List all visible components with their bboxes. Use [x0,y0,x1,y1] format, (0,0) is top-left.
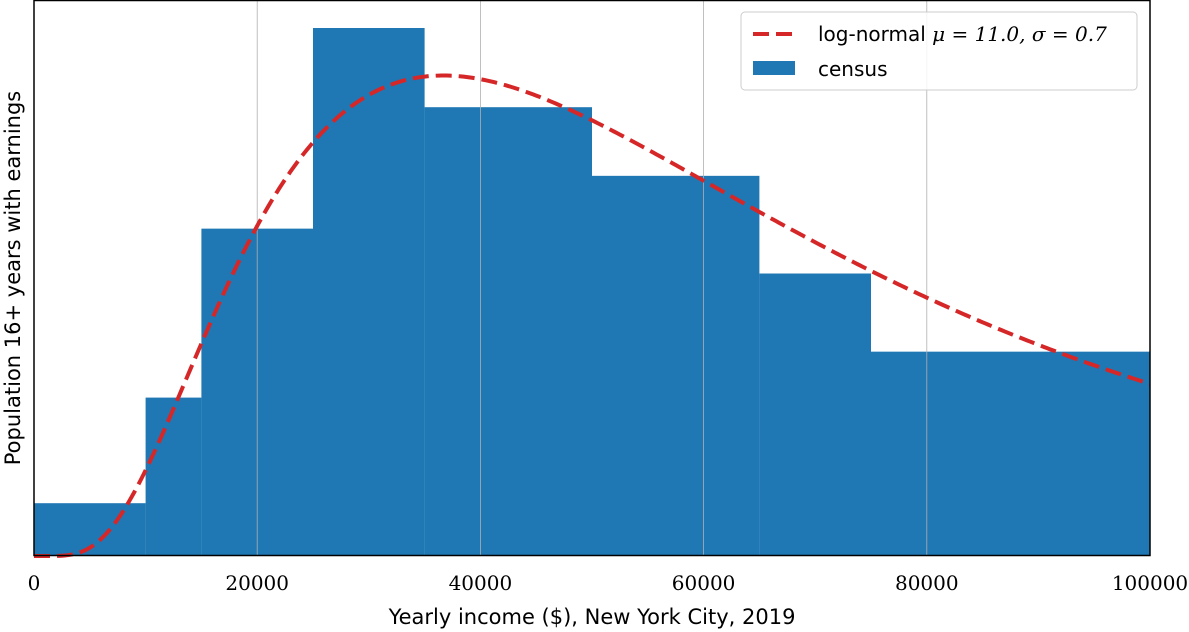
histogram-bar [145,397,202,556]
gridlines [256,0,928,556]
x-tick-label: 80000 [895,571,959,595]
histogram-bar [313,28,425,556]
y-axis-label: Population 16+ years with earnings [1,91,25,465]
histogram-bars [34,28,1150,556]
histogram-bar [592,175,760,556]
legend-bar-swatch [753,61,795,75]
histogram-bar [424,107,592,556]
x-axis-ticks: 0 20000 40000 60000 80000 100000 [28,571,1189,595]
x-tick-label: 60000 [672,571,736,595]
lognormal-curve [34,73,1151,558]
x-tick-label: 20000 [225,571,289,595]
histogram-bar [759,273,871,556]
legend-line-text: log-normal [818,22,932,46]
legend-line-label: log-normal μ = 11.0, σ = 0.7 [818,22,1107,46]
x-tick-label: 0 [28,571,41,595]
legend-line-math: μ = 11.0, σ = 0.7 [932,22,1107,46]
x-tick-label: 100000 [1112,571,1188,595]
x-tick-label: 40000 [449,571,513,595]
histogram-bar [871,351,1150,556]
legend-box [740,11,1138,91]
plot-frame [33,0,1151,557]
x-axis-label: Yearly income ($), New York City, 2019 [388,605,796,629]
legend: log-normal μ = 11.0, σ = 0.7 census [740,11,1138,91]
legend-bar-label: census [818,57,888,81]
